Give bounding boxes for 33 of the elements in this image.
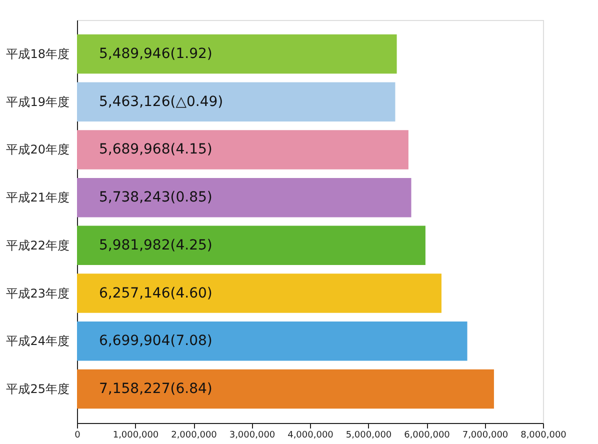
bar <box>77 130 408 170</box>
bar <box>77 369 494 409</box>
data-label: 5,738,243(0.85) <box>99 190 212 206</box>
bar <box>77 82 396 122</box>
y-tick-label: 平成19年度 <box>6 94 70 109</box>
x-tick-label: 8,000,000 <box>520 430 567 440</box>
bar <box>77 226 426 266</box>
x-tick-label: 4,000,000 <box>288 430 334 440</box>
data-label: 5,463,126(△0.49) <box>99 94 224 110</box>
bar <box>77 274 442 313</box>
bar <box>77 178 412 218</box>
x-tick-label: 6,000,000 <box>404 430 450 440</box>
data-label: 6,257,146(4.60) <box>99 285 212 302</box>
x-tick-label: 2,000,000 <box>171 430 218 440</box>
x-tick-label: 1,000,000 <box>112 430 159 440</box>
data-label: 5,489,946(1.92) <box>99 46 212 62</box>
x-tick-label: 7,000,000 <box>462 430 508 440</box>
y-tick-label: 平成25年度 <box>6 382 70 396</box>
y-tick-label: 平成22年度 <box>6 238 70 252</box>
y-tick-label: 平成21年度 <box>6 190 70 205</box>
bar <box>77 322 468 361</box>
x-tick-label: 5,000,000 <box>346 430 392 440</box>
data-label: 6,699,904(7.08) <box>99 333 212 350</box>
y-tick-label: 平成20年度 <box>6 142 70 157</box>
y-tick-label: 平成24年度 <box>6 334 70 348</box>
y-tick-label: 平成23年度 <box>6 286 70 300</box>
x-tick-label: 0 <box>74 430 81 440</box>
x-tick-label: 3,000,000 <box>229 430 276 440</box>
bar <box>77 34 397 74</box>
data-label: 7,158,227(6.84) <box>99 381 212 398</box>
y-tick-label: 平成18年度 <box>6 46 70 61</box>
data-label: 5,981,982(4.25) <box>99 237 212 254</box>
data-label: 5,689,968(4.15) <box>99 142 212 158</box>
